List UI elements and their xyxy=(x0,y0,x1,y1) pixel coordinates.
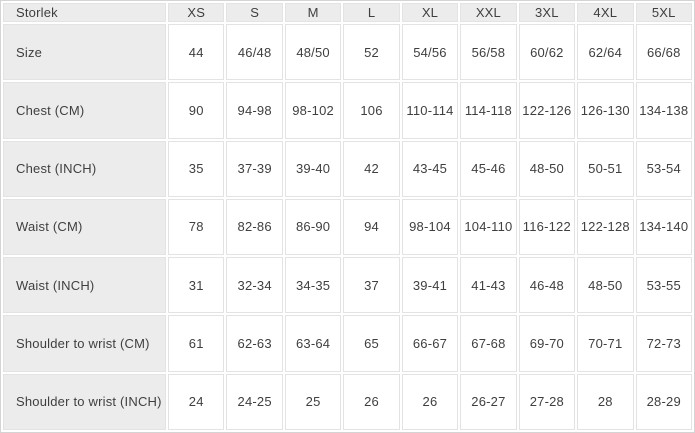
value-cell: 53-54 xyxy=(635,140,692,197)
column-header-l: L xyxy=(343,3,400,22)
value-cell: 25 xyxy=(284,373,342,430)
value-cell: 31 xyxy=(168,257,225,314)
row-label: Chest (CM) xyxy=(3,82,166,139)
column-header-m: M xyxy=(284,3,342,22)
column-header-4xl: 4XL xyxy=(577,3,634,22)
row-label: Waist (INCH) xyxy=(3,257,166,314)
row-label: Chest (INCH) xyxy=(3,140,166,197)
column-header-5xl: 5XL xyxy=(635,3,692,22)
value-cell: 94-98 xyxy=(226,82,283,139)
row-label: Size xyxy=(3,24,166,81)
value-cell: 48/50 xyxy=(284,24,342,81)
value-cell: 69-70 xyxy=(518,315,576,372)
value-cell: 62-63 xyxy=(226,315,283,372)
value-cell: 24 xyxy=(168,373,225,430)
value-cell: 48-50 xyxy=(577,257,634,314)
column-header-s: S xyxy=(226,3,283,22)
value-cell: 114-118 xyxy=(460,82,517,139)
table-row: Shoulder to wrist (CM) 61 62-63 63-64 65 66-6… xyxy=(3,315,692,372)
value-cell: 90 xyxy=(168,82,225,139)
value-cell: 94 xyxy=(343,198,400,256)
value-cell: 70-71 xyxy=(577,315,634,372)
value-cell: 86-90 xyxy=(284,198,342,256)
value-cell: 122-126 xyxy=(518,82,576,139)
table-row: Shoulder to wrist (INCH) 24 24-25 25 26 26 26-… xyxy=(3,373,692,430)
value-cell: 34-35 xyxy=(284,257,342,314)
value-cell: 110-114 xyxy=(401,82,459,139)
row-label: Shoulder to wrist (CM) xyxy=(3,315,166,372)
value-cell: 98-102 xyxy=(284,82,342,139)
table-body: Size 44 46/48 48/50 52 54/56 56/58 60/62 62/64 66… xyxy=(3,24,692,430)
value-cell: 116-122 xyxy=(518,198,576,256)
value-cell: 54/56 xyxy=(401,24,459,81)
value-cell: 24-25 xyxy=(226,373,283,430)
value-cell: 37-39 xyxy=(226,140,283,197)
value-cell: 32-34 xyxy=(226,257,283,314)
value-cell: 67-68 xyxy=(460,315,517,372)
value-cell: 27-28 xyxy=(518,373,576,430)
column-header-3xl: 3XL xyxy=(518,3,576,22)
value-cell: 65 xyxy=(343,315,400,372)
value-cell: 42 xyxy=(343,140,400,197)
value-cell: 46/48 xyxy=(226,24,283,81)
value-cell: 46-48 xyxy=(518,257,576,314)
value-cell: 56/58 xyxy=(460,24,517,81)
value-cell: 43-45 xyxy=(401,140,459,197)
value-cell: 82-86 xyxy=(226,198,283,256)
value-cell: 26 xyxy=(343,373,400,430)
table-row: Waist (INCH) 31 32-34 34-35 37 39-41 41-43 46-4… xyxy=(3,257,692,314)
value-cell: 134-138 xyxy=(635,82,692,139)
table-row: Chest (INCH) 35 37-39 39-40 42 43-45 45-46 48-5… xyxy=(3,140,692,197)
value-cell: 62/64 xyxy=(577,24,634,81)
value-cell: 53-55 xyxy=(635,257,692,314)
column-header-xl: XL xyxy=(401,3,459,22)
value-cell: 72-73 xyxy=(635,315,692,372)
value-cell: 66-67 xyxy=(401,315,459,372)
value-cell: 26-27 xyxy=(460,373,517,430)
value-cell: 50-51 xyxy=(577,140,634,197)
table-row: Size 44 46/48 48/50 52 54/56 56/58 60/62 62/64 66… xyxy=(3,24,692,81)
value-cell: 122-128 xyxy=(577,198,634,256)
value-cell: 39-40 xyxy=(284,140,342,197)
value-cell: 39-41 xyxy=(401,257,459,314)
value-cell: 104-110 xyxy=(460,198,517,256)
value-cell: 106 xyxy=(343,82,400,139)
value-cell: 61 xyxy=(168,315,225,372)
value-cell: 63-64 xyxy=(284,315,342,372)
value-cell: 66/68 xyxy=(635,24,692,81)
row-label: Waist (CM) xyxy=(3,198,166,256)
value-cell: 28 xyxy=(577,373,634,430)
value-cell: 41-43 xyxy=(460,257,517,314)
value-cell: 78 xyxy=(168,198,225,256)
value-cell: 48-50 xyxy=(518,140,576,197)
header-row: Storlek XS S M L XL XXL 3XL 4XL 5XL xyxy=(3,3,692,22)
column-header-xs: XS xyxy=(168,3,225,22)
value-cell: 28-29 xyxy=(635,373,692,430)
value-cell: 35 xyxy=(168,140,225,197)
table-row: Chest (CM) 90 94-98 98-102 106 110-114 114-118… xyxy=(3,82,692,139)
table-row: Waist (CM) 78 82-86 86-90 94 98-104 104-110 116… xyxy=(3,198,692,256)
value-cell: 126-130 xyxy=(577,82,634,139)
value-cell: 45-46 xyxy=(460,140,517,197)
column-header-xxl: XXL xyxy=(460,3,517,22)
value-cell: 44 xyxy=(168,24,225,81)
value-cell: 37 xyxy=(343,257,400,314)
value-cell: 134-140 xyxy=(635,198,692,256)
corner-header-storlek: Storlek xyxy=(3,3,166,22)
value-cell: 26 xyxy=(401,373,459,430)
value-cell: 52 xyxy=(343,24,400,81)
row-label: Shoulder to wrist (INCH) xyxy=(3,373,166,430)
value-cell: 60/62 xyxy=(518,24,576,81)
table-header: Storlek XS S M L XL XXL 3XL 4XL 5XL xyxy=(3,3,692,22)
value-cell: 98-104 xyxy=(401,198,459,256)
